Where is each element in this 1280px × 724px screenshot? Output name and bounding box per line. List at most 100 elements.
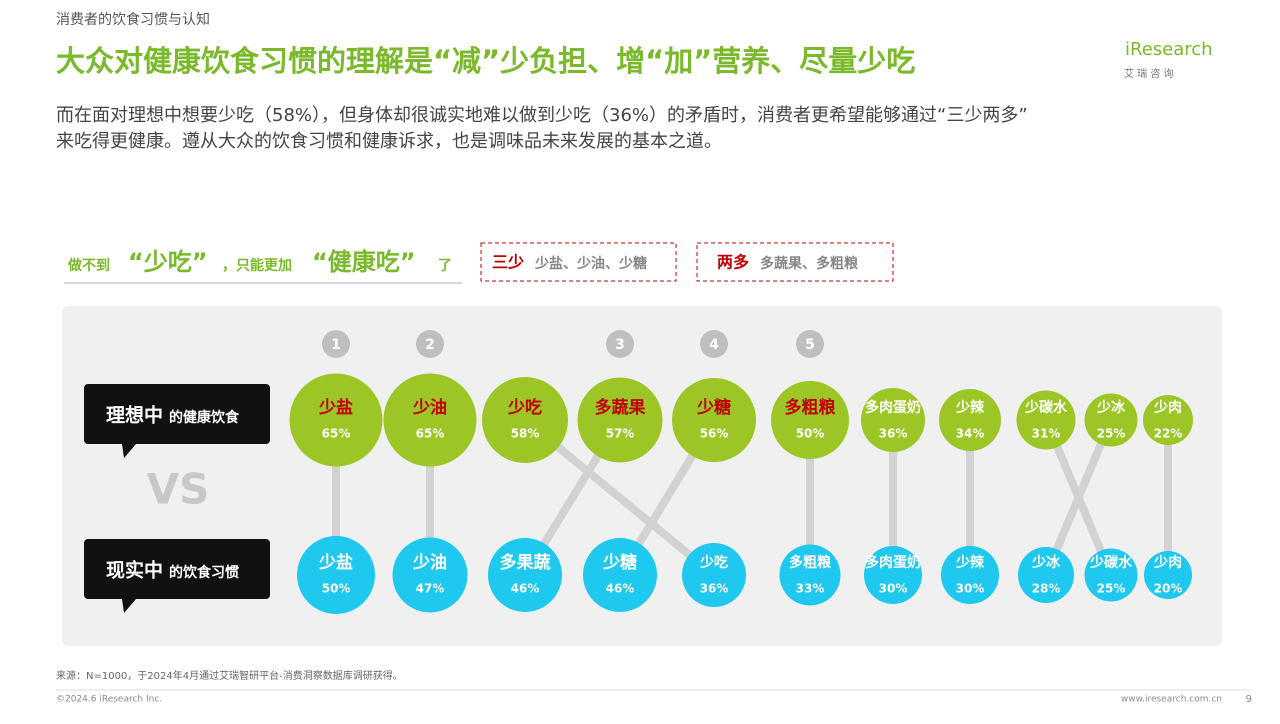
bubble: [939, 389, 1001, 451]
value-label: 30%: [879, 582, 908, 596]
bubble-label: 少冰: [1096, 399, 1126, 416]
value-label: 46%: [606, 582, 635, 596]
bubble: [779, 544, 841, 606]
value-label: 33%: [796, 582, 825, 596]
rank: 4: [709, 337, 719, 353]
copyright: ©2024.6 iResearch Inc.: [56, 695, 162, 705]
bubble: [583, 538, 657, 612]
bubble: [771, 381, 849, 459]
bubble-label: 多肉蛋奶: [865, 554, 921, 571]
row-label-box: [84, 539, 270, 613]
bubble: [488, 538, 562, 612]
bubble: [1016, 390, 1076, 450]
legend-text: 少盐、少油、少糖: [534, 255, 647, 272]
link: [1042, 418, 1115, 577]
legend-text: 多蔬果、多粗粮: [760, 255, 859, 272]
bubble-label: 少碳水: [1089, 554, 1133, 571]
legend-box: [480, 242, 677, 282]
value-label: 36%: [879, 427, 908, 441]
row-label: 理想中: [106, 404, 163, 427]
value-label: 50%: [322, 582, 351, 596]
value-label: 65%: [416, 427, 445, 441]
value-label: 30%: [956, 582, 985, 596]
page-number: 9: [1246, 694, 1252, 705]
bubble: [941, 546, 999, 604]
legend-text: 做不到: [67, 257, 110, 274]
bubble: [861, 388, 925, 452]
bubble-label: 多果蔬: [500, 552, 551, 573]
value-label: 31%: [1032, 427, 1061, 441]
subtitle: 来吃得更健康。遵从大众的饮食习惯和健康诉求，也是调味品未来发展的基本之道。: [56, 131, 722, 152]
bubble-label: 少油: [412, 552, 447, 573]
bubble-label: 少吃: [699, 554, 728, 571]
value-label: 47%: [416, 582, 445, 596]
legend-text: ，只能更加: [222, 257, 292, 274]
bubble-label: 少油: [412, 397, 447, 418]
value-label: 20%: [1154, 582, 1183, 596]
legend-key: 三少: [492, 253, 524, 272]
bubble-label: 少碳水: [1024, 399, 1068, 416]
legend-box: [696, 242, 894, 282]
bubble: [482, 377, 568, 463]
logo-sub: 艾 瑞 咨 询: [1124, 67, 1174, 80]
rank-badge: [796, 330, 824, 358]
bubble: [289, 373, 383, 467]
bubble-label: 少辣: [955, 399, 985, 416]
logo: iResearch: [1125, 39, 1213, 60]
bubble: [392, 537, 468, 613]
bubble-label: 少肉: [1153, 554, 1182, 571]
row-label: 现实中: [106, 559, 163, 582]
subtitle: 而在面对理想中想要少吃（58%），但身体却很诚实地难以做到少吃（36%）的矛盾时…: [56, 105, 1028, 126]
value-label: 22%: [1154, 427, 1183, 441]
section: 消费者的饮食习惯与认知: [56, 11, 210, 28]
bubble: [577, 377, 663, 463]
bubble: [672, 378, 756, 462]
legend-key: 两多: [717, 253, 749, 272]
bubble: [682, 543, 746, 607]
rank: 3: [615, 337, 625, 353]
bubble-label: 少辣: [955, 554, 985, 571]
bubble-label: 多蔬果: [595, 397, 646, 418]
bubble-label: 少盐: [318, 397, 353, 418]
rank: 1: [331, 337, 341, 353]
bubble: [1018, 547, 1074, 603]
rank: 2: [425, 337, 435, 353]
bubble: [1084, 548, 1138, 602]
row-label: 的健康饮食: [169, 409, 240, 426]
bubble-label: 少吃: [507, 397, 542, 418]
value-label: 25%: [1097, 582, 1126, 596]
value-label: 56%: [700, 427, 729, 441]
bubble: [1144, 551, 1192, 599]
bubble: [383, 373, 477, 467]
value-label: 58%: [511, 427, 540, 441]
legend: 做不到 “少吃” ，只能更加 “健康吃” 了 三少 少盐、少油、少糖 两多 多蔬…: [64, 242, 894, 284]
bubble-label: 少糖: [696, 397, 731, 418]
value-label: 34%: [956, 427, 985, 441]
source: 来源：N=1000，于2024年4月通过艾瑞智研平台-消费洞察数据库调研获得。: [56, 669, 403, 682]
value-label: 65%: [322, 427, 351, 441]
bubble-label: 少肉: [1153, 399, 1182, 416]
rank-badge: [416, 330, 444, 358]
legend-text: “少吃”: [128, 248, 208, 276]
value-label: 25%: [1097, 427, 1126, 441]
title: 大众对健康饮食习惯的理解是“减”少负担、增“加”营养、尽量少吃: [56, 44, 915, 78]
row-label-box: [84, 384, 270, 458]
value-label: 46%: [511, 582, 540, 596]
rank: 5: [805, 337, 815, 353]
rank-badge: [700, 330, 728, 358]
row-label: 的饮食习惯: [169, 564, 239, 581]
value-label: 36%: [700, 582, 729, 596]
bubble-label: 多粗粮: [789, 554, 832, 571]
bubble: [864, 546, 922, 604]
rank-badge: [606, 330, 634, 358]
bubble-label: 多粗粮: [785, 397, 836, 418]
bubble-label: 少盐: [318, 552, 353, 573]
rank-badge: [322, 330, 350, 358]
vs: VS: [147, 465, 210, 514]
url: www.iresearch.com.cn: [1121, 695, 1222, 705]
bubble: [297, 536, 375, 614]
bubble-label: 少冰: [1031, 554, 1061, 571]
value-label: 28%: [1032, 582, 1061, 596]
bubble: [1143, 395, 1193, 445]
